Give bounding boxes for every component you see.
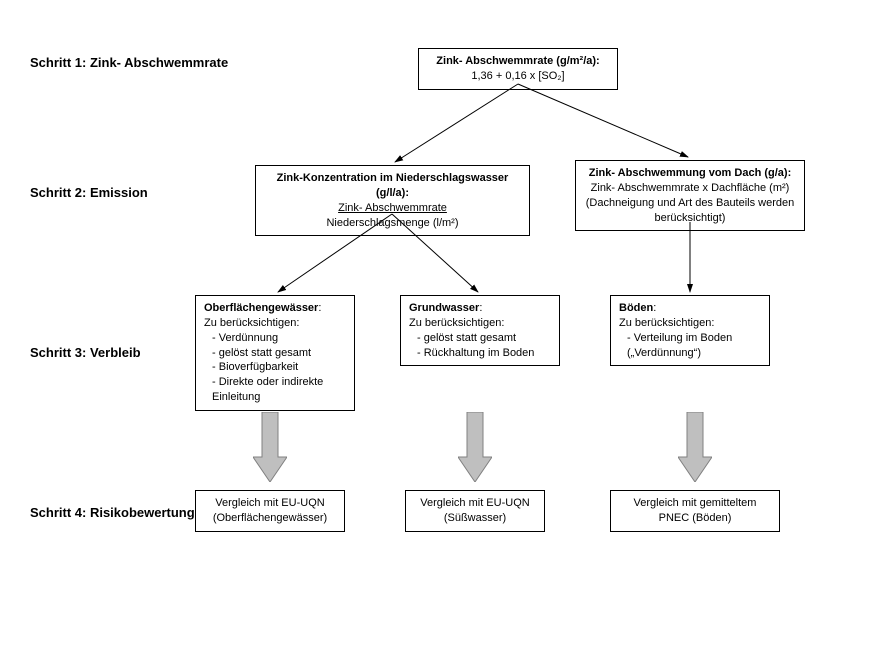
list-item: Verteilung im Boden („Verdünnung“) [627, 331, 761, 361]
node-oberflaechengewaesser: Oberflächengewässer: Zu berücksichtigen:… [195, 295, 355, 411]
node-abschwemmrate: Zink- Abschwemmrate (g/m²/a): 1,36 + 0,1… [418, 48, 618, 90]
node-3a-list: Verdünnung gelöst statt gesamt Bioverfüg… [204, 331, 346, 405]
block-arrow-b [458, 412, 492, 482]
node-2a-title: Zink-Konzentration im Niederschlagswasse… [264, 171, 521, 201]
list-item: Direkte oder indirekte Einleitung [212, 375, 346, 405]
step-3-label: Schritt 3: Verbleib [30, 345, 141, 360]
step-4-label: Schritt 4: Risikobewertung [30, 505, 195, 520]
node-4b-text: Vergleich mit EU-UQN (Süßwasser) [414, 496, 536, 526]
node-3c-sub: Zu berücksichtigen: [619, 316, 761, 331]
node-3a-sub: Zu berücksichtigen: [204, 316, 346, 331]
node-2a-line2: Niederschlagsmenge (l/m²) [264, 216, 521, 231]
node-3c-list: Verteilung im Boden („Verdünnung“) [619, 331, 761, 361]
node-pnec-boeden: Vergleich mit gemitteltem PNEC (Böden) [610, 490, 780, 532]
step-2-label: Schritt 2: Emission [30, 185, 148, 200]
list-item: Rückhaltung im Boden [417, 346, 551, 361]
node-1-formula: 1,36 + 0,16 x [SO₂] [427, 69, 609, 84]
node-3c-heading: Böden [619, 302, 653, 314]
node-2b-text: Zink- Abschwemmrate x Dachfläche (m²) (D… [584, 181, 796, 226]
block-arrow-c [678, 412, 712, 482]
node-grundwasser: Grundwasser: Zu berücksichtigen: gelöst … [400, 295, 560, 366]
node-dach: Zink- Abschwemmung vom Dach (g/a): Zink-… [575, 160, 805, 231]
step-1-label: Schritt 1: Zink- Abschwemmrate [30, 55, 228, 70]
node-2b-title: Zink- Abschwemmung vom Dach (g/a): [584, 166, 796, 181]
node-3b-list: gelöst statt gesamt Rückhaltung im Boden [409, 331, 551, 361]
block-arrow-a [253, 412, 287, 482]
node-1-title: Zink- Abschwemmrate (g/m²/a): [427, 54, 609, 69]
list-item: gelöst statt gesamt [417, 331, 551, 346]
node-3a-heading: Oberflächengewässer [204, 302, 318, 314]
node-4a-text: Vergleich mit EU-UQN (Oberflächengewässe… [204, 496, 336, 526]
node-2a-underline: Zink- Abschwemmrate [264, 201, 521, 216]
list-item: Verdünnung [212, 331, 346, 346]
node-3b-sub: Zu berücksichtigen: [409, 316, 551, 331]
node-3b-heading: Grundwasser [409, 302, 479, 314]
list-item: Bioverfügbarkeit [212, 360, 346, 375]
list-item: gelöst statt gesamt [212, 346, 346, 361]
node-4c-text: Vergleich mit gemitteltem PNEC (Böden) [619, 496, 771, 526]
node-uqn-oberflaechen: Vergleich mit EU-UQN (Oberflächengewässe… [195, 490, 345, 532]
node-boeden: Böden: Zu berücksichtigen: Verteilung im… [610, 295, 770, 366]
node-uqn-suesswasser: Vergleich mit EU-UQN (Süßwasser) [405, 490, 545, 532]
node-konzentration: Zink-Konzentration im Niederschlagswasse… [255, 165, 530, 236]
